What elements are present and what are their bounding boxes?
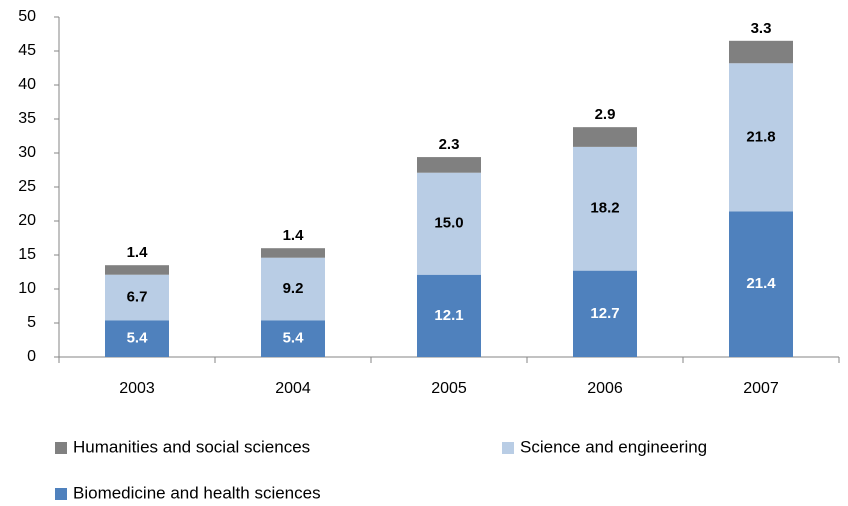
- data-label: 9.2: [283, 280, 304, 297]
- y-tick-label: 50: [18, 8, 36, 25]
- bar-segment: [261, 320, 325, 357]
- bar-segment: [417, 172, 481, 275]
- bar-segment: [729, 40, 793, 64]
- bar-segment: [729, 63, 793, 212]
- bar-segment: [417, 157, 481, 173]
- x-tick-label: 2004: [275, 380, 311, 397]
- y-tick-label: 5: [27, 314, 36, 331]
- legend-swatch: [502, 442, 514, 454]
- y-tick-label: 15: [18, 246, 36, 263]
- legend-swatch: [55, 442, 67, 454]
- data-label: 2.3: [439, 136, 460, 153]
- data-label: 3.3: [751, 20, 772, 37]
- bar-segment: [261, 257, 325, 321]
- x-tick-label: 2005: [431, 380, 467, 397]
- bar-segment: [105, 274, 169, 321]
- bar-segment: [417, 274, 481, 357]
- x-tick-label: 2006: [587, 380, 623, 397]
- legend-label: Biomedicine and health sciences: [73, 483, 321, 502]
- bar-segment: [573, 270, 637, 357]
- data-label: 18.2: [590, 200, 619, 217]
- y-tick-label: 20: [18, 212, 36, 229]
- data-label: 1.4: [283, 227, 305, 244]
- bar-segment: [105, 265, 169, 275]
- bar-segment: [729, 211, 793, 357]
- y-tick-label: 35: [18, 110, 36, 127]
- data-label: 2.9: [595, 106, 616, 123]
- x-tick-label: 2003: [119, 380, 155, 397]
- y-tick-label: 0: [27, 348, 36, 365]
- y-tick-label: 30: [18, 144, 36, 161]
- data-label: 21.4: [746, 275, 776, 292]
- y-tick-label: 25: [18, 178, 36, 195]
- bar-segment: [261, 248, 325, 258]
- data-label: 5.4: [127, 330, 149, 347]
- data-label: 1.4: [127, 244, 149, 261]
- y-tick-label: 40: [18, 76, 36, 93]
- data-label: 12.7: [590, 305, 619, 322]
- data-label: 12.1: [434, 307, 463, 324]
- x-tick-label: 2007: [743, 380, 779, 397]
- bar-segment: [573, 127, 637, 147]
- data-label: 21.8: [746, 128, 775, 145]
- data-label: 15.0: [434, 215, 463, 232]
- legend-label: Science and engineering: [520, 437, 707, 456]
- data-label: 6.7: [127, 288, 148, 305]
- y-tick-label: 10: [18, 280, 36, 297]
- data-label: 5.4: [283, 330, 305, 347]
- bar-segment: [573, 146, 637, 271]
- legend-swatch: [55, 488, 67, 500]
- y-tick-label: 45: [18, 42, 36, 59]
- legend-label: Humanities and social sciences: [73, 437, 310, 456]
- bar-segment: [105, 320, 169, 357]
